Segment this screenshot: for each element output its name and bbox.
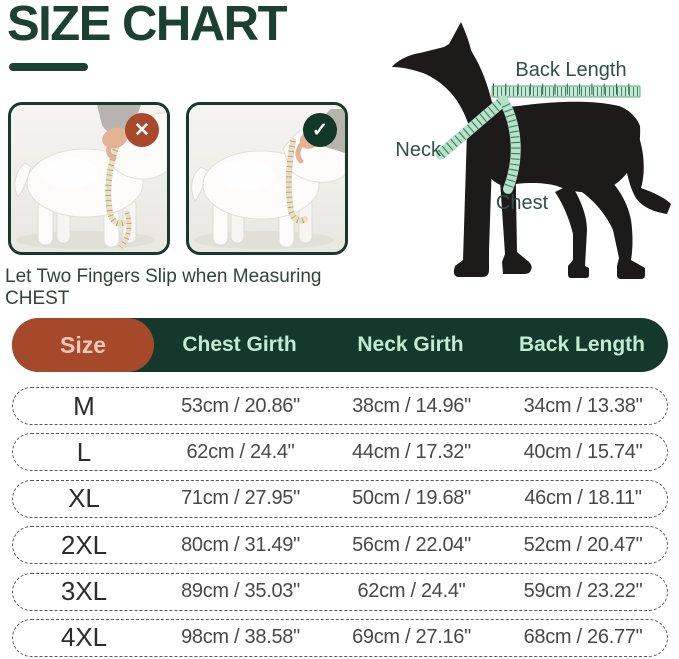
chest-cell: 71cm / 27.95" — [181, 487, 300, 510]
table-row: 3XL 89cm / 35.03" 62cm / 24.4" 59cm / 23… — [12, 572, 668, 611]
neck-cell: 44cm / 17.32" — [352, 440, 471, 463]
dog-silhouette — [392, 22, 671, 279]
title-underline — [9, 63, 88, 71]
size-cell: L — [76, 436, 92, 467]
back-length-label: Back Length — [515, 59, 627, 81]
neck-cell: 50cm / 19.68" — [352, 487, 471, 510]
table-row: 4XL 98cm / 38.58" 69cm / 27.16" 68cm / 2… — [12, 618, 668, 657]
chest-label: Chest — [495, 192, 549, 214]
size-cell: M — [73, 390, 95, 421]
back-length-header: Back Length — [518, 333, 646, 356]
chest-cell: 98cm / 38.58" — [181, 626, 300, 649]
size-header-pill: Size — [12, 318, 154, 372]
size-header-label: Size — [59, 331, 107, 358]
x-badge: ✕ — [125, 113, 159, 147]
measuring-photo-wrong: ✕ — [8, 102, 170, 255]
chest-tape — [501, 100, 521, 194]
size-cell: 3XL — [60, 576, 108, 607]
chest-cell: 89cm / 35.03" — [181, 580, 300, 603]
neck-cell: 38cm / 14.96" — [352, 394, 471, 417]
table-header: Size Chest Girth Neck Girth Back Length — [12, 318, 668, 372]
table-row: L 62cm / 24.4" 44cm / 17.32" 40cm / 15.7… — [12, 433, 668, 472]
table-row: XL 71cm / 27.95" 50cm / 19.68" 46cm / 18… — [12, 479, 668, 518]
neck-label: Neck — [395, 139, 441, 161]
table-row: M 53cm / 20.86" 38cm / 14.96" 34cm / 13.… — [12, 387, 668, 425]
page-title: SIZE CHART — [7, 0, 288, 51]
measuring-photo-right: ✓ — [186, 102, 348, 255]
x-icon: ✕ — [134, 119, 150, 141]
size-table: Size Chest Girth Neck Girth Back Length … — [12, 318, 668, 657]
neck-cell: 62cm / 24.4" — [357, 580, 466, 603]
neck-cell: 69cm / 27.16" — [352, 626, 471, 649]
neck-girth-header: Neck Girth — [357, 333, 464, 356]
back-cell: 52cm / 20.47" — [523, 533, 643, 556]
size-cell: XL — [68, 483, 100, 514]
check-badge: ✓ — [303, 113, 337, 147]
chest-cell: 62cm / 24.4" — [186, 440, 295, 463]
measuring-caption: Let Two Fingers Slip when Measuring CHES… — [5, 266, 322, 309]
back-cell: 59cm / 23.22" — [523, 580, 643, 603]
neck-tape — [435, 95, 509, 160]
size-cell: 4XL — [60, 622, 108, 653]
table-body: M 53cm / 20.86" 38cm / 14.96" 34cm / 13.… — [12, 387, 668, 657]
back-cell: 46cm / 18.11" — [524, 487, 642, 510]
check-icon: ✓ — [312, 119, 328, 141]
chest-cell: 53cm / 20.86" — [181, 394, 300, 417]
back-cell: 68cm / 26.77" — [523, 626, 643, 649]
size-cell: 2XL — [60, 529, 108, 560]
chest-girth-header: Chest Girth — [182, 333, 297, 356]
back-cell: 34cm / 13.38" — [523, 394, 643, 417]
chest-cell: 80cm / 31.49" — [181, 533, 300, 556]
back-cell: 40cm / 15.74" — [523, 440, 643, 463]
neck-cell: 56cm / 22.04" — [352, 533, 471, 556]
table-row: 2XL 80cm / 31.49" 56cm / 22.04" 52cm / 2… — [12, 526, 668, 565]
dog-measurement-diagram: Back Length Neck Chest — [375, 20, 675, 310]
